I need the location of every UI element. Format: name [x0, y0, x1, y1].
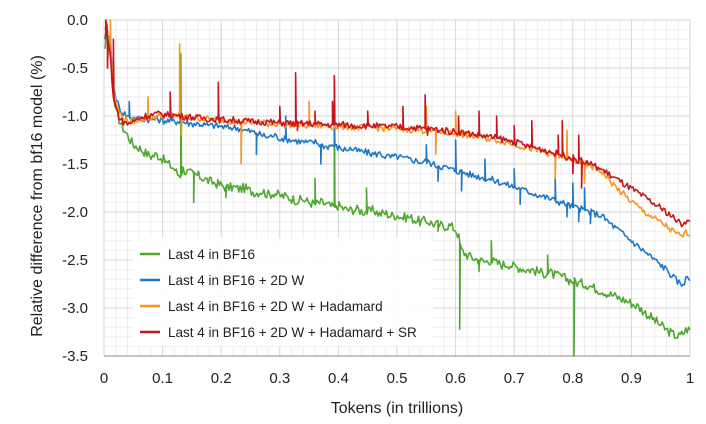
y-axis-ticks: 0.0 -0.5 -1.0 -1.5 -2.0 -2.5 -3.0 -3.5: [62, 12, 88, 365]
y-tick-label: -2.0: [62, 204, 88, 221]
y-tick-label: -3.0: [62, 300, 88, 317]
legend-box: [133, 238, 433, 346]
series-line: [104, 19, 691, 228]
y-tick-label: -1.5: [62, 156, 88, 173]
chart-legend: Last 4 in BF16 Last 4 in BF16 + 2D W Last …: [133, 238, 433, 346]
y-tick-label: 0.0: [67, 12, 88, 29]
y-tick-label: -3.5: [62, 348, 88, 365]
y-tick-label: -2.5: [62, 252, 88, 269]
x-tick-label: 0: [100, 370, 108, 387]
series-line: [104, 23, 691, 287]
x-tick-label: 0.2: [211, 370, 232, 387]
legend-label: Last 4 in BF16 + 2D W + Hadamard + SR: [168, 325, 417, 340]
x-axis-title: Tokens (in trillions): [331, 400, 463, 417]
y-tick-label: -1.0: [62, 108, 88, 125]
series-line: [104, 19, 691, 238]
x-tick-label: 0.3: [269, 370, 290, 387]
y-tick-label: -0.5: [62, 60, 88, 77]
x-tick-label: 0.9: [621, 370, 642, 387]
x-tick-label: 0.1: [152, 370, 173, 387]
x-tick-label: 0.4: [328, 370, 349, 387]
x-tick-label: 0.5: [387, 370, 408, 387]
legend-label: Last 4 in BF16 + 2D W + Hadamard: [168, 299, 383, 314]
x-tick-label: 0.6: [445, 370, 466, 387]
x-tick-label: 0.8: [562, 370, 583, 387]
x-tick-label: 0.7: [504, 370, 525, 387]
series-lines: [104, 19, 691, 357]
series-line: [104, 25, 691, 357]
y-axis-title: Relative difference from bf16 model (%): [29, 55, 46, 337]
legend-label: Last 4 in BF16: [168, 247, 255, 262]
legend-label: Last 4 in BF16 + 2D W: [168, 273, 304, 288]
x-axis-ticks: 0 0.1 0.2 0.3 0.4 0.5 0.6 0.7 0.8 0.9 1: [100, 370, 694, 387]
x-tick-label: 1: [686, 370, 694, 387]
